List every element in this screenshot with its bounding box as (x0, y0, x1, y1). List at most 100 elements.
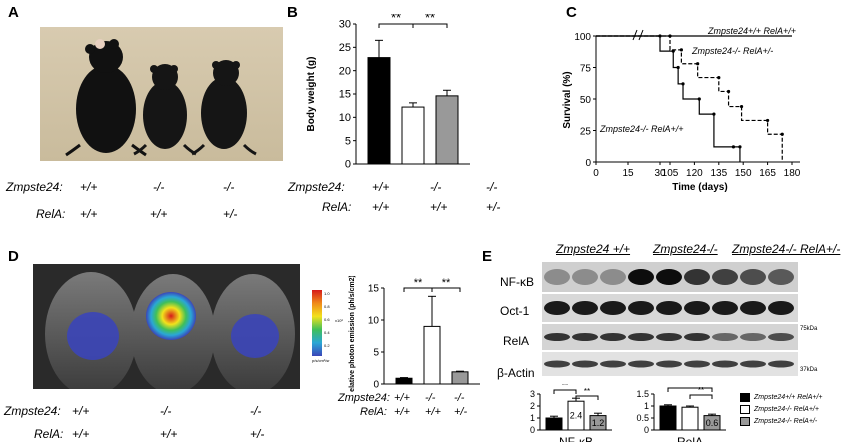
y-axis-label: Relative photon emission (ph/s/cm2) (349, 276, 356, 392)
y-tick-label: 25 (580, 127, 592, 138)
colorbar-exponent: x10⁶ (335, 318, 344, 323)
a-genotype-rela-1: +/+ (80, 207, 98, 221)
blot-band (768, 301, 794, 315)
blot-band (684, 333, 710, 341)
x-axis-label: Time (days) (672, 182, 727, 193)
panel-label-e: E (482, 248, 493, 265)
y-tick-label: 15 (368, 283, 380, 294)
colorbar-tick: 0.2 (324, 343, 330, 348)
legend-swatch (740, 416, 750, 426)
y-tick-label: 0 (373, 379, 379, 390)
series-label: Zmpste24-/- RelA+/- (691, 46, 773, 56)
survival-point (738, 145, 742, 149)
b-genotype-zmpste24-2: -/- (430, 180, 442, 194)
y-tick-label: 0 (585, 158, 591, 169)
data-label: 1.2 (592, 418, 605, 428)
blot-band (712, 301, 738, 315)
survival-point (780, 132, 784, 136)
d-genotype-zmpste24-title: Zmpste24: (4, 404, 61, 418)
significance-label: ** (687, 384, 693, 388)
blot-band (572, 301, 598, 315)
x-tick-label: 15 (622, 168, 634, 179)
colorbar-unit: p/s/cm²/sr (312, 358, 330, 363)
b-genotype-rela-2: +/+ (430, 200, 448, 214)
blot-band (656, 269, 682, 285)
d-genotype-zmpste24-2: -/- (160, 404, 172, 418)
blot-group-header-1: Zmpste24 +/+ (556, 242, 631, 256)
blot-band (712, 269, 738, 285)
y-tick-label: 10 (368, 315, 380, 326)
significance-bracket (553, 389, 577, 394)
survival-line (596, 35, 741, 162)
x-tick-label: 135 (710, 168, 727, 179)
signal-zmpste24-null (146, 292, 196, 340)
x-tick-label: 120 (686, 168, 703, 179)
blot-band (656, 360, 682, 368)
data-label: 0.6 (706, 418, 719, 428)
blot-band (544, 269, 570, 285)
significance-label: ** (442, 277, 451, 289)
blot-label-nfkb: NF-κB (500, 275, 534, 289)
blot-band (768, 360, 794, 368)
y-tick-label: 25 (339, 42, 351, 54)
b-genotype-zmpste24-3: -/- (486, 180, 498, 194)
x-tick-label: 30 (654, 168, 666, 179)
a-genotype-rela-2: +/+ (150, 207, 168, 221)
blot-band (544, 360, 570, 368)
b-genotype-rela-1: +/+ (372, 200, 390, 214)
b-genotype-rela-title: RelA: (322, 200, 352, 214)
colorbar-tick: 1.0 (324, 291, 330, 296)
blot-band (628, 360, 654, 368)
significance-label: ** (425, 14, 435, 25)
a-genotype-rela-3: +/- (223, 207, 238, 221)
significance-bracket (412, 23, 448, 28)
photon-emission-chart: 0 5 10 15 ** ** Relative photon emission (ph/s… (349, 276, 480, 392)
legend-item: Zmpste24-/- RelA+/+ (740, 404, 822, 416)
significance-label: ** (562, 384, 568, 390)
blot-band (628, 333, 654, 341)
y-tick-label: 10 (339, 112, 351, 124)
a-genotype-zmpste24-3: -/- (223, 180, 235, 194)
y-tick-label: 3 (530, 389, 535, 399)
marker-75kda: 75kDa (800, 326, 818, 332)
survival-point (668, 34, 672, 38)
y-tick-label: 5 (345, 135, 351, 147)
y-tick-label: 30 (339, 19, 351, 31)
blot-label-rela: RelA (503, 334, 530, 348)
colorbar-tick: 0.8 (324, 304, 330, 309)
y-tick-label: 1 (644, 401, 649, 411)
bar (451, 371, 469, 385)
y-tick-label: 0 (644, 425, 649, 435)
legend: Zmpste24+/+ RelA+/+ Zmpste24-/- RelA+/+ … (740, 392, 822, 428)
significance-label: ** (698, 386, 704, 395)
legend-swatch (740, 404, 750, 414)
signal-rela-het (231, 314, 279, 358)
survival-point (766, 118, 770, 123)
series-label: Zmpste24+/+ RelA+/+ (707, 26, 796, 36)
blot-band (600, 360, 626, 368)
d-genotype-rela-2: +/+ (160, 427, 178, 441)
x-axis-label: RelA (677, 435, 703, 442)
bar (681, 406, 699, 431)
blot-band (740, 301, 766, 315)
x-tick-label: 105 (662, 168, 679, 179)
x-tick-label: 0 (593, 168, 599, 179)
y-tick-label: 100 (574, 32, 591, 43)
survival-point (679, 48, 683, 52)
bar (435, 95, 459, 165)
colorbar-ticks: 1.0 0.8 0.6 0.4 0.2 (324, 287, 330, 352)
bar (423, 325, 441, 385)
significance-bracket (689, 394, 713, 399)
survival-point (712, 112, 716, 116)
bar (367, 57, 391, 165)
d-genotype-rela-3: +/- (250, 427, 265, 441)
legend-swatch (740, 392, 750, 402)
bar (401, 106, 425, 165)
blot-band (768, 269, 794, 285)
bar (567, 400, 585, 431)
bar (659, 405, 677, 431)
y-axis-label: Survival (%) (562, 71, 573, 128)
y-tick-label: 50 (580, 95, 592, 106)
blot-band (740, 269, 766, 285)
